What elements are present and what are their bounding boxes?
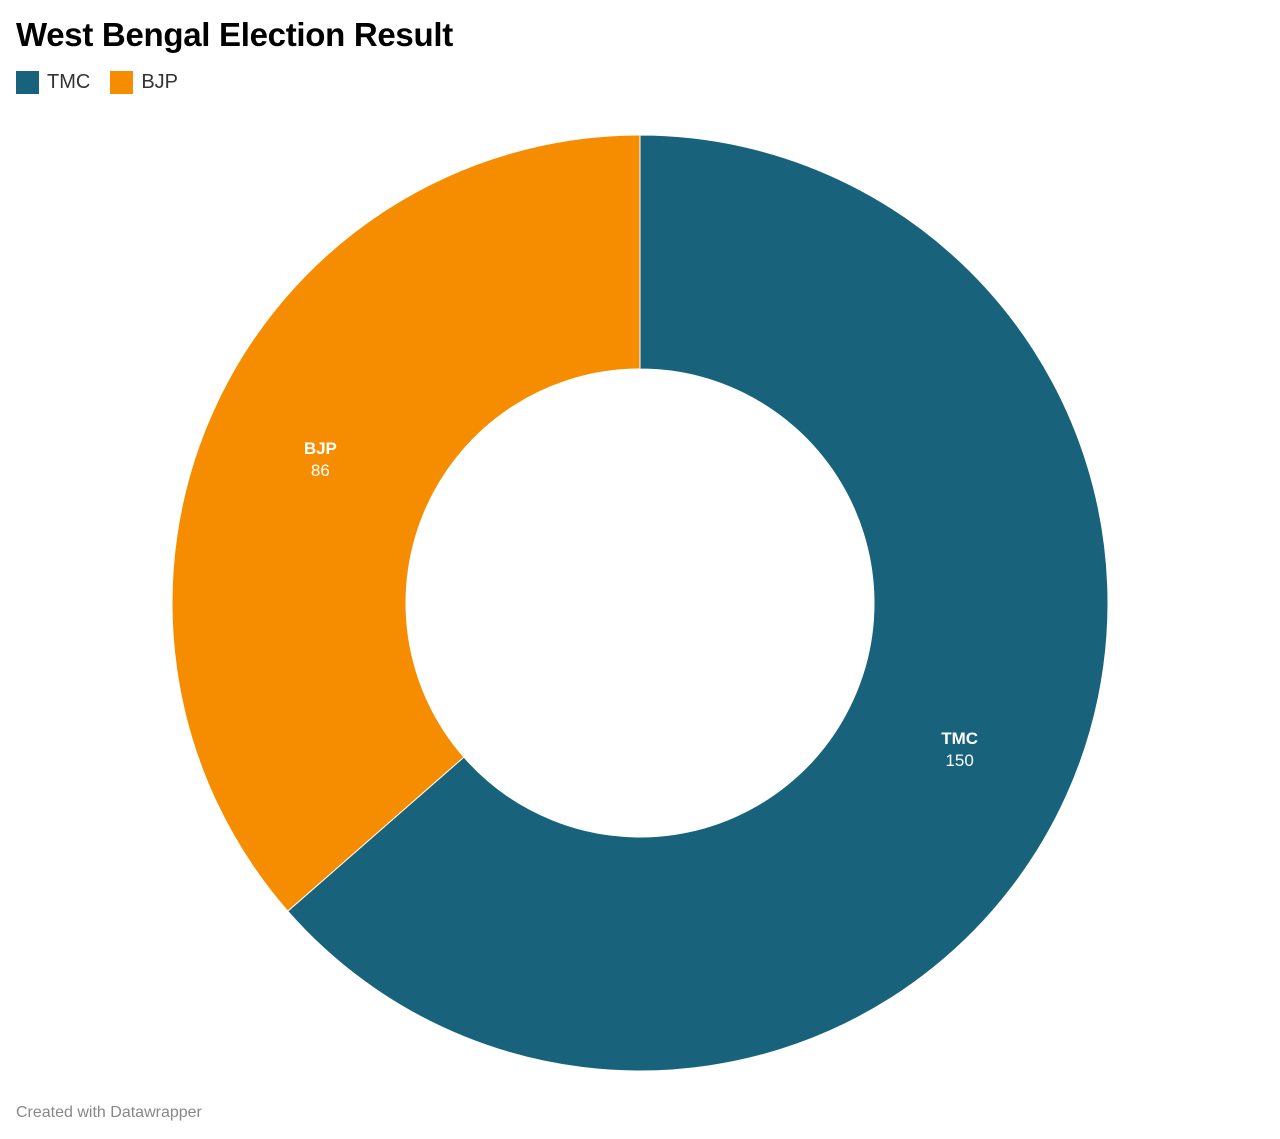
legend-item-tmc: TMC [16,70,90,94]
legend-label-bjp: BJP [141,71,179,93]
credit-footer: Created with Datawrapper [16,1104,202,1121]
legend-item-bjp: BJP [110,70,178,94]
slice-label-tmc-value: 150 [945,751,973,770]
slice-bjp [171,134,641,912]
legend-swatch-tmc [16,70,39,94]
chart-title: West Bengal Election Result [16,16,453,53]
slice-label-tmc-name: TMC [941,729,978,748]
legend: TMC BJP [16,70,198,94]
slice-label-bjp-name: BJP [304,439,337,458]
legend-swatch-bjp [110,70,134,94]
slice-label-bjp-value: 86 [311,461,330,480]
slice-tmc [287,134,1109,1072]
legend-label-tmc: TMC [47,71,91,93]
